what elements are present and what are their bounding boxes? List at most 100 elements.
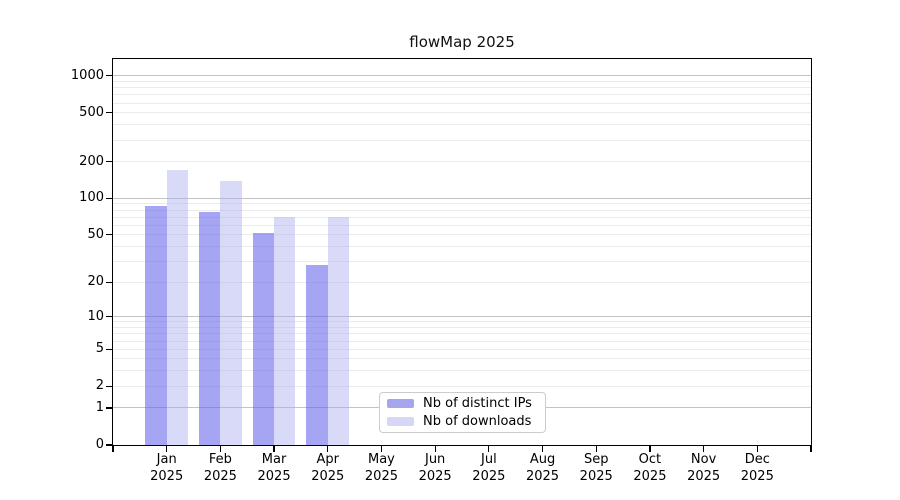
- legend-label-distinct-ips: Nb of distinct IPs: [423, 396, 532, 412]
- y-tick: [106, 348, 113, 350]
- chart-title: flowMap 2025: [409, 33, 515, 51]
- x-tick-year: 2025: [150, 468, 184, 484]
- x-tick-year: 2025: [364, 468, 398, 484]
- y-tick: [106, 112, 113, 114]
- minor-gridline: [113, 234, 811, 236]
- x-tick-label: Dec 2025: [725, 452, 789, 485]
- minor-gridline: [113, 246, 811, 248]
- x-tick: [380, 445, 383, 452]
- x-tick: [541, 445, 544, 452]
- x-tick-label: Oct 2025: [618, 452, 682, 485]
- minor-gridline: [113, 216, 811, 218]
- x-tick-year: 2025: [579, 468, 613, 484]
- legend-item-distinct-ips: Nb of distinct IPs: [387, 396, 537, 412]
- minor-gridline: [113, 340, 811, 342]
- legend-item-downloads: Nb of downloads: [387, 414, 537, 430]
- minor-gridline: [113, 260, 811, 262]
- bar-downloads-jan: [166, 169, 189, 445]
- y-tick-label: 50: [87, 226, 104, 242]
- minor-gridline: [113, 321, 811, 323]
- x-tick: [488, 445, 490, 452]
- minor-gridline: [113, 139, 811, 141]
- x-tick-year: 2025: [257, 468, 291, 484]
- major-gridline: [113, 75, 811, 77]
- legend-label-downloads: Nb of downloads: [423, 413, 532, 429]
- legend-swatch-downloads-icon: [387, 416, 414, 426]
- y-tick: [106, 407, 113, 409]
- x-tick-label: Jul 2025: [457, 452, 521, 485]
- minor-gridline: [113, 358, 811, 360]
- x-tick: [273, 445, 275, 452]
- x-tick-label: May 2025: [349, 452, 413, 485]
- bar-distinct-ips-apr: [306, 265, 328, 445]
- x-tick-month: Feb: [208, 452, 232, 467]
- minor-gridline: [113, 281, 811, 283]
- x-tick: [595, 445, 597, 452]
- minor-gridline: [113, 348, 811, 350]
- y-tick: [106, 385, 113, 387]
- x-tick: [649, 445, 651, 452]
- legend: Nb of distinct IPs Nb of downloads: [379, 392, 546, 433]
- major-gridline: [113, 197, 811, 199]
- x-tick-label: Mar 2025: [242, 452, 306, 485]
- major-gridline: [113, 316, 811, 318]
- y-tick-label: 1: [95, 399, 104, 415]
- x-tick-year: 2025: [472, 468, 506, 484]
- y-tick: [106, 161, 113, 163]
- x-tick: [219, 445, 221, 452]
- x-tick-label: Nov 2025: [672, 452, 736, 485]
- x-tick-month: Dec: [744, 452, 770, 467]
- x-tick-month: Aug: [529, 452, 556, 467]
- x-tick: [703, 445, 705, 452]
- x-tick-label: Aug 2025: [511, 452, 575, 485]
- y-tick-label: 20: [87, 274, 104, 290]
- minor-gridline: [113, 327, 811, 329]
- x-tick: [327, 445, 329, 452]
- y-tick: [106, 444, 113, 446]
- x-tick-month: Oct: [638, 452, 662, 467]
- minor-gridline: [113, 203, 811, 205]
- x-tick: [756, 445, 758, 452]
- y-tick: [106, 197, 113, 199]
- x-tick-label: Jan 2025: [135, 452, 199, 485]
- x-tick: [112, 445, 114, 452]
- minor-gridline: [113, 94, 811, 96]
- x-tick-year: 2025: [633, 468, 667, 484]
- x-tick-month: Jan: [156, 452, 177, 467]
- x-tick-year: 2025: [418, 468, 452, 484]
- y-tick-label: 2: [95, 378, 104, 394]
- bar-downloads-apr: [327, 217, 350, 445]
- x-tick-month: May: [368, 452, 395, 467]
- minor-gridline: [113, 370, 811, 372]
- y-tick: [106, 234, 113, 236]
- x-tick-month: Mar: [261, 452, 287, 467]
- minor-gridline: [113, 385, 811, 387]
- x-tick-month: Nov: [690, 452, 717, 467]
- minor-gridline: [113, 333, 811, 335]
- x-tick-month: Apr: [316, 452, 340, 467]
- x-tick-month: Jun: [424, 452, 446, 467]
- y-tick-label: 5: [95, 341, 104, 357]
- minor-gridline: [113, 87, 811, 89]
- bar-downloads-feb: [220, 181, 242, 445]
- bar-distinct-ips-mar: [252, 232, 275, 445]
- minor-gridline: [113, 209, 811, 211]
- x-tick-label: Jun 2025: [403, 452, 467, 485]
- x-tick-year: 2025: [203, 468, 237, 484]
- y-tick-label: 10: [87, 308, 104, 324]
- bar-distinct-ips-jan: [145, 206, 167, 445]
- x-tick: [166, 445, 168, 452]
- y-tick: [106, 281, 113, 283]
- x-tick-year: 2025: [311, 468, 345, 484]
- y-tick-label: 0: [95, 437, 104, 452]
- x-tick-month: Sep: [583, 452, 609, 467]
- x-tick: [434, 445, 436, 452]
- minor-gridline: [113, 124, 811, 126]
- y-tick: [106, 75, 113, 77]
- y-tick-label: 200: [79, 153, 104, 169]
- y-tick: [106, 316, 113, 318]
- x-tick-year: 2025: [740, 468, 774, 484]
- bar-downloads-mar: [274, 217, 296, 445]
- x-tick-year: 2025: [525, 468, 560, 484]
- x-tick-label: Apr 2025: [296, 452, 360, 485]
